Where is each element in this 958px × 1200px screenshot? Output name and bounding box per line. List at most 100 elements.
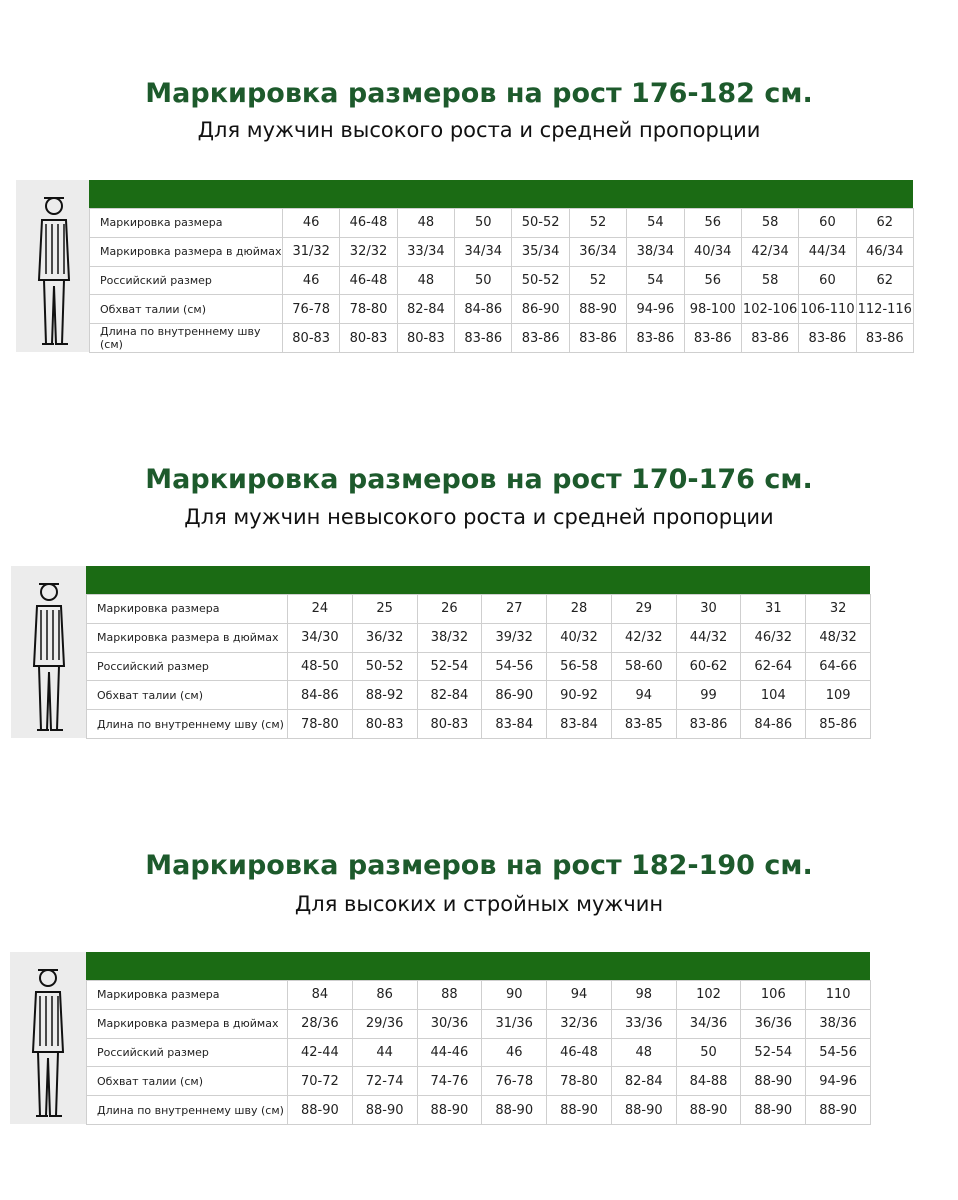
table-cell: 86-90 <box>511 294 570 325</box>
table-cell: 83-86 <box>511 323 570 353</box>
row-label: Российский размер <box>86 651 288 682</box>
table-cell: 83-86 <box>683 323 742 353</box>
table-cell: 88 <box>416 980 483 1010</box>
table-cell: 36/34 <box>568 236 628 267</box>
table-cell: 62 <box>855 265 914 296</box>
table-cell: 78-80 <box>287 709 353 739</box>
table-cell: 36/32 <box>351 622 418 653</box>
table-cell: 42/32 <box>610 622 677 653</box>
figure-illustration <box>16 180 89 352</box>
table-cell: 74-76 <box>416 1066 483 1097</box>
table-cell: 106 <box>740 980 807 1010</box>
table-cell: 39/32 <box>481 622 548 653</box>
table-cell: 83-84 <box>481 709 548 739</box>
table-cell: 84-86 <box>740 709 807 739</box>
table-cell: 56 <box>683 208 742 238</box>
table-cell: 76-78 <box>481 1066 548 1097</box>
table-cell: 56-58 <box>546 651 612 682</box>
section-subtitle: Для мужчин высокого роста и средней проп… <box>197 118 761 142</box>
table-cell: 94 <box>610 680 677 711</box>
table-cell: 38/32 <box>416 622 483 653</box>
row-label: Обхват талии (см) <box>86 1066 288 1097</box>
table-cell: 83-86 <box>798 323 857 353</box>
table-cell: 46 <box>282 265 341 296</box>
row-label: Обхват талии (см) <box>86 680 288 711</box>
table-cell: 54 <box>626 208 685 238</box>
table-cell: 44 <box>351 1037 418 1068</box>
section-title: Маркировка размеров на рост 182-190 см. <box>145 850 813 881</box>
table-cell: 80-83 <box>351 709 418 739</box>
section-subtitle: Для высоких и стройных мужчин <box>294 892 664 916</box>
table-cell: 94 <box>546 980 612 1010</box>
table-cell: 88-90 <box>546 1095 612 1125</box>
table-cell: 84 <box>287 980 353 1010</box>
table-cell: 30/36 <box>416 1008 483 1039</box>
table-cell: 50 <box>675 1037 742 1068</box>
table-cell: 42-44 <box>287 1037 353 1068</box>
table-cell: 58-60 <box>610 651 677 682</box>
table-cell: 46-48 <box>339 208 398 238</box>
table-cell: 38/34 <box>626 236 685 267</box>
table-cell: 99 <box>675 680 742 711</box>
table-cell: 52 <box>568 208 628 238</box>
table-cell: 44-46 <box>416 1037 483 1068</box>
table-cell: 26 <box>416 594 483 624</box>
table-cell: 88-90 <box>805 1095 871 1125</box>
table-cell: 27 <box>481 594 548 624</box>
row-label: Российский размер <box>89 265 283 296</box>
table-cell: 60 <box>798 265 857 296</box>
table-cell: 34/36 <box>675 1008 742 1039</box>
table-cell: 62-64 <box>740 651 807 682</box>
table-cell: 84-86 <box>454 294 513 325</box>
table-cell: 104 <box>740 680 807 711</box>
table-cell: 83-86 <box>675 709 742 739</box>
table-cell: 80-83 <box>282 323 341 353</box>
table-cell: 80-83 <box>416 709 483 739</box>
table-cell: 56 <box>683 265 742 296</box>
table-cell: 98-100 <box>683 294 742 325</box>
table-cell: 34/34 <box>454 236 513 267</box>
table-cell: 31/32 <box>282 236 341 267</box>
table-cell: 46 <box>282 208 341 238</box>
table-cell: 50-52 <box>351 651 418 682</box>
row-label: Маркировка размера в дюймах <box>86 622 288 653</box>
table-cell: 48 <box>396 208 456 238</box>
table-cell: 48 <box>396 265 456 296</box>
table-cell: 109 <box>805 680 871 711</box>
table-cell: 86 <box>351 980 418 1010</box>
table-cell: 40/34 <box>683 236 742 267</box>
table-cell: 82-84 <box>396 294 456 325</box>
table-cell: 28/36 <box>287 1008 353 1039</box>
row-label: Длина по внутреннему шву (см) <box>86 709 288 739</box>
table-header-bar <box>89 180 913 208</box>
table-cell: 58 <box>740 265 800 296</box>
table-cell: 83-85 <box>610 709 677 739</box>
figure-illustration <box>11 566 86 738</box>
table-cell: 80-83 <box>339 323 398 353</box>
table-cell: 88-90 <box>481 1095 548 1125</box>
row-label: Маркировка размера в дюймах <box>89 236 283 267</box>
table-cell: 64-66 <box>805 651 871 682</box>
table-cell: 50 <box>454 265 513 296</box>
table-cell: 88-90 <box>287 1095 353 1125</box>
table-cell: 88-90 <box>416 1095 483 1125</box>
table-cell: 48/32 <box>805 622 871 653</box>
table-cell: 88-90 <box>675 1095 742 1125</box>
table-cell: 72-74 <box>351 1066 418 1097</box>
table-cell: 102-106 <box>740 294 800 325</box>
table-header-bar <box>86 952 870 980</box>
table-cell: 60 <box>798 208 857 238</box>
table-cell: 62 <box>855 208 914 238</box>
table-cell: 76-78 <box>282 294 341 325</box>
table-cell: 54-56 <box>805 1037 871 1068</box>
row-label: Маркировка размера <box>86 594 288 624</box>
table-cell: 98 <box>610 980 677 1010</box>
table-cell: 38/36 <box>805 1008 871 1039</box>
table-cell: 106-110 <box>798 294 857 325</box>
table-cell: 83-86 <box>454 323 513 353</box>
row-label: Длина по внутреннему шву (см) <box>86 1095 288 1125</box>
table-cell: 33/36 <box>610 1008 677 1039</box>
table-header-bar <box>86 566 870 594</box>
table-cell: 83-86 <box>740 323 800 353</box>
